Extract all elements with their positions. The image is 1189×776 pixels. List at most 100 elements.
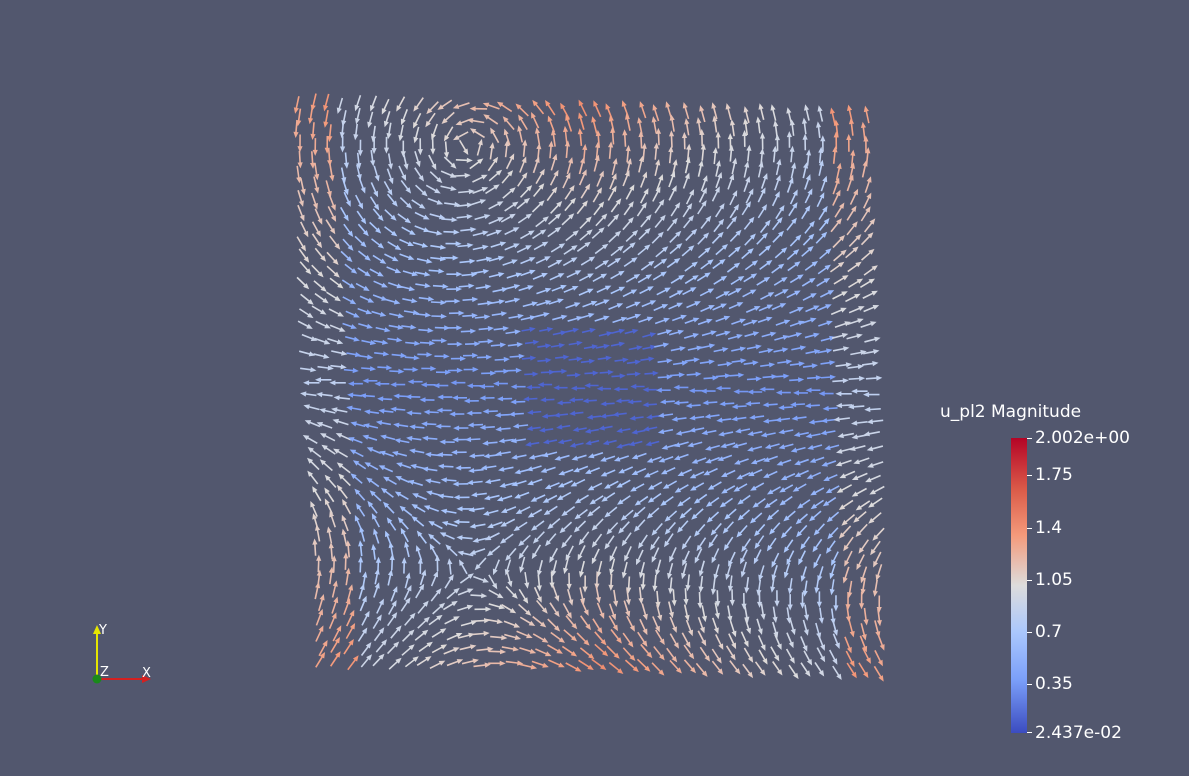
vector-glyph xyxy=(518,114,528,130)
vector-glyph xyxy=(574,494,589,504)
vector-glyph xyxy=(297,320,313,329)
vector-glyph xyxy=(502,187,516,199)
vector-glyph xyxy=(354,95,362,112)
vector-glyph xyxy=(540,397,555,403)
vector-glyph xyxy=(698,187,707,203)
vector-glyph xyxy=(672,360,689,366)
vector-glyph xyxy=(402,629,415,642)
vector-glyph xyxy=(297,204,305,222)
vector-glyph xyxy=(651,231,664,244)
vector-glyph xyxy=(731,358,747,364)
vector-glyph xyxy=(383,136,390,154)
vector-glyph xyxy=(331,407,348,413)
vector-glyph xyxy=(686,143,692,161)
vector-glyph xyxy=(387,612,398,627)
vector-glyph xyxy=(623,257,638,267)
vector-glyph xyxy=(780,526,793,539)
vector-glyph xyxy=(772,606,778,623)
vector-glyph xyxy=(512,423,529,429)
vector-glyph xyxy=(362,571,368,588)
vector-glyph xyxy=(833,595,839,612)
vector-glyph xyxy=(775,158,782,176)
vector-glyph xyxy=(700,343,716,349)
vector-glyph xyxy=(721,469,736,477)
vector-glyph xyxy=(596,602,605,619)
vector-glyph xyxy=(591,548,600,565)
vector-glyph xyxy=(700,175,708,192)
vector-glyph xyxy=(297,134,303,153)
vector-glyph xyxy=(535,256,551,264)
vector-glyph xyxy=(312,486,322,502)
vector-glyph xyxy=(479,424,495,430)
vector-glyph xyxy=(345,623,356,639)
vector-glyph xyxy=(520,315,537,321)
vector-glyph xyxy=(565,662,582,672)
vector-glyph xyxy=(631,429,646,435)
vector-glyph xyxy=(647,481,663,490)
vector-glyph xyxy=(566,372,581,378)
vector-glyph xyxy=(652,271,667,281)
vector-glyph xyxy=(563,245,578,255)
vector-glyph xyxy=(801,205,811,220)
vector-glyph xyxy=(757,635,766,651)
vector-glyph xyxy=(764,498,778,509)
vector-glyph xyxy=(802,162,809,179)
vector-glyph xyxy=(724,508,737,520)
vector-glyph xyxy=(610,245,624,257)
vector-glyph xyxy=(436,407,452,413)
vector-glyph xyxy=(414,151,421,168)
vector-glyph xyxy=(428,268,445,274)
vector-glyph xyxy=(673,384,689,390)
vector-glyph xyxy=(713,275,728,285)
vector-glyph xyxy=(508,411,524,417)
vector-glyph xyxy=(715,291,730,300)
vector-glyph xyxy=(303,380,320,386)
vector-glyph xyxy=(502,259,518,266)
vector-glyph xyxy=(872,527,885,541)
vector-glyph xyxy=(468,468,484,474)
vector-glyph xyxy=(855,523,868,537)
vector-glyph xyxy=(498,438,514,444)
vector-glyph xyxy=(647,492,662,503)
vector-glyph xyxy=(830,218,842,233)
vector-glyph xyxy=(772,661,783,676)
vector-glyph xyxy=(641,603,648,621)
vector-glyph xyxy=(643,426,658,432)
vector-glyph xyxy=(342,499,352,515)
vector-glyph xyxy=(561,534,573,549)
vector-glyph xyxy=(377,396,393,402)
vector-glyph xyxy=(783,510,796,522)
vector-glyph xyxy=(428,154,437,171)
vector-glyph xyxy=(830,608,836,625)
vector-glyph xyxy=(460,328,477,334)
vector-glyph xyxy=(371,513,380,528)
vector-glyph xyxy=(772,217,783,231)
vector-glyph xyxy=(594,299,610,307)
vector-glyph xyxy=(579,312,595,319)
vector-glyph xyxy=(418,327,434,333)
vector-glyph xyxy=(732,442,747,449)
vector-glyph xyxy=(653,142,659,160)
vector-glyph xyxy=(559,521,573,534)
vector-glyph xyxy=(488,649,507,655)
vector-glyph xyxy=(625,145,631,163)
vector-glyph xyxy=(602,439,617,446)
vector-glyph xyxy=(715,315,731,323)
vector-glyph xyxy=(756,232,768,245)
vector-glyph xyxy=(459,139,469,155)
vector-glyph xyxy=(370,150,376,167)
vector-glyph xyxy=(763,455,778,462)
vector-glyph xyxy=(817,304,832,312)
vector-glyph xyxy=(352,460,367,470)
vector-glyph xyxy=(594,631,607,646)
vector-glyph xyxy=(414,211,430,220)
vector-glyph xyxy=(472,187,489,194)
vector-glyph xyxy=(466,410,482,416)
vector-glyph xyxy=(326,251,339,265)
vector-glyph xyxy=(614,357,629,363)
vector-glyph xyxy=(541,451,558,458)
vector-glyph xyxy=(545,533,557,547)
vector-glyph xyxy=(774,134,780,151)
vector-glyph xyxy=(324,487,335,503)
